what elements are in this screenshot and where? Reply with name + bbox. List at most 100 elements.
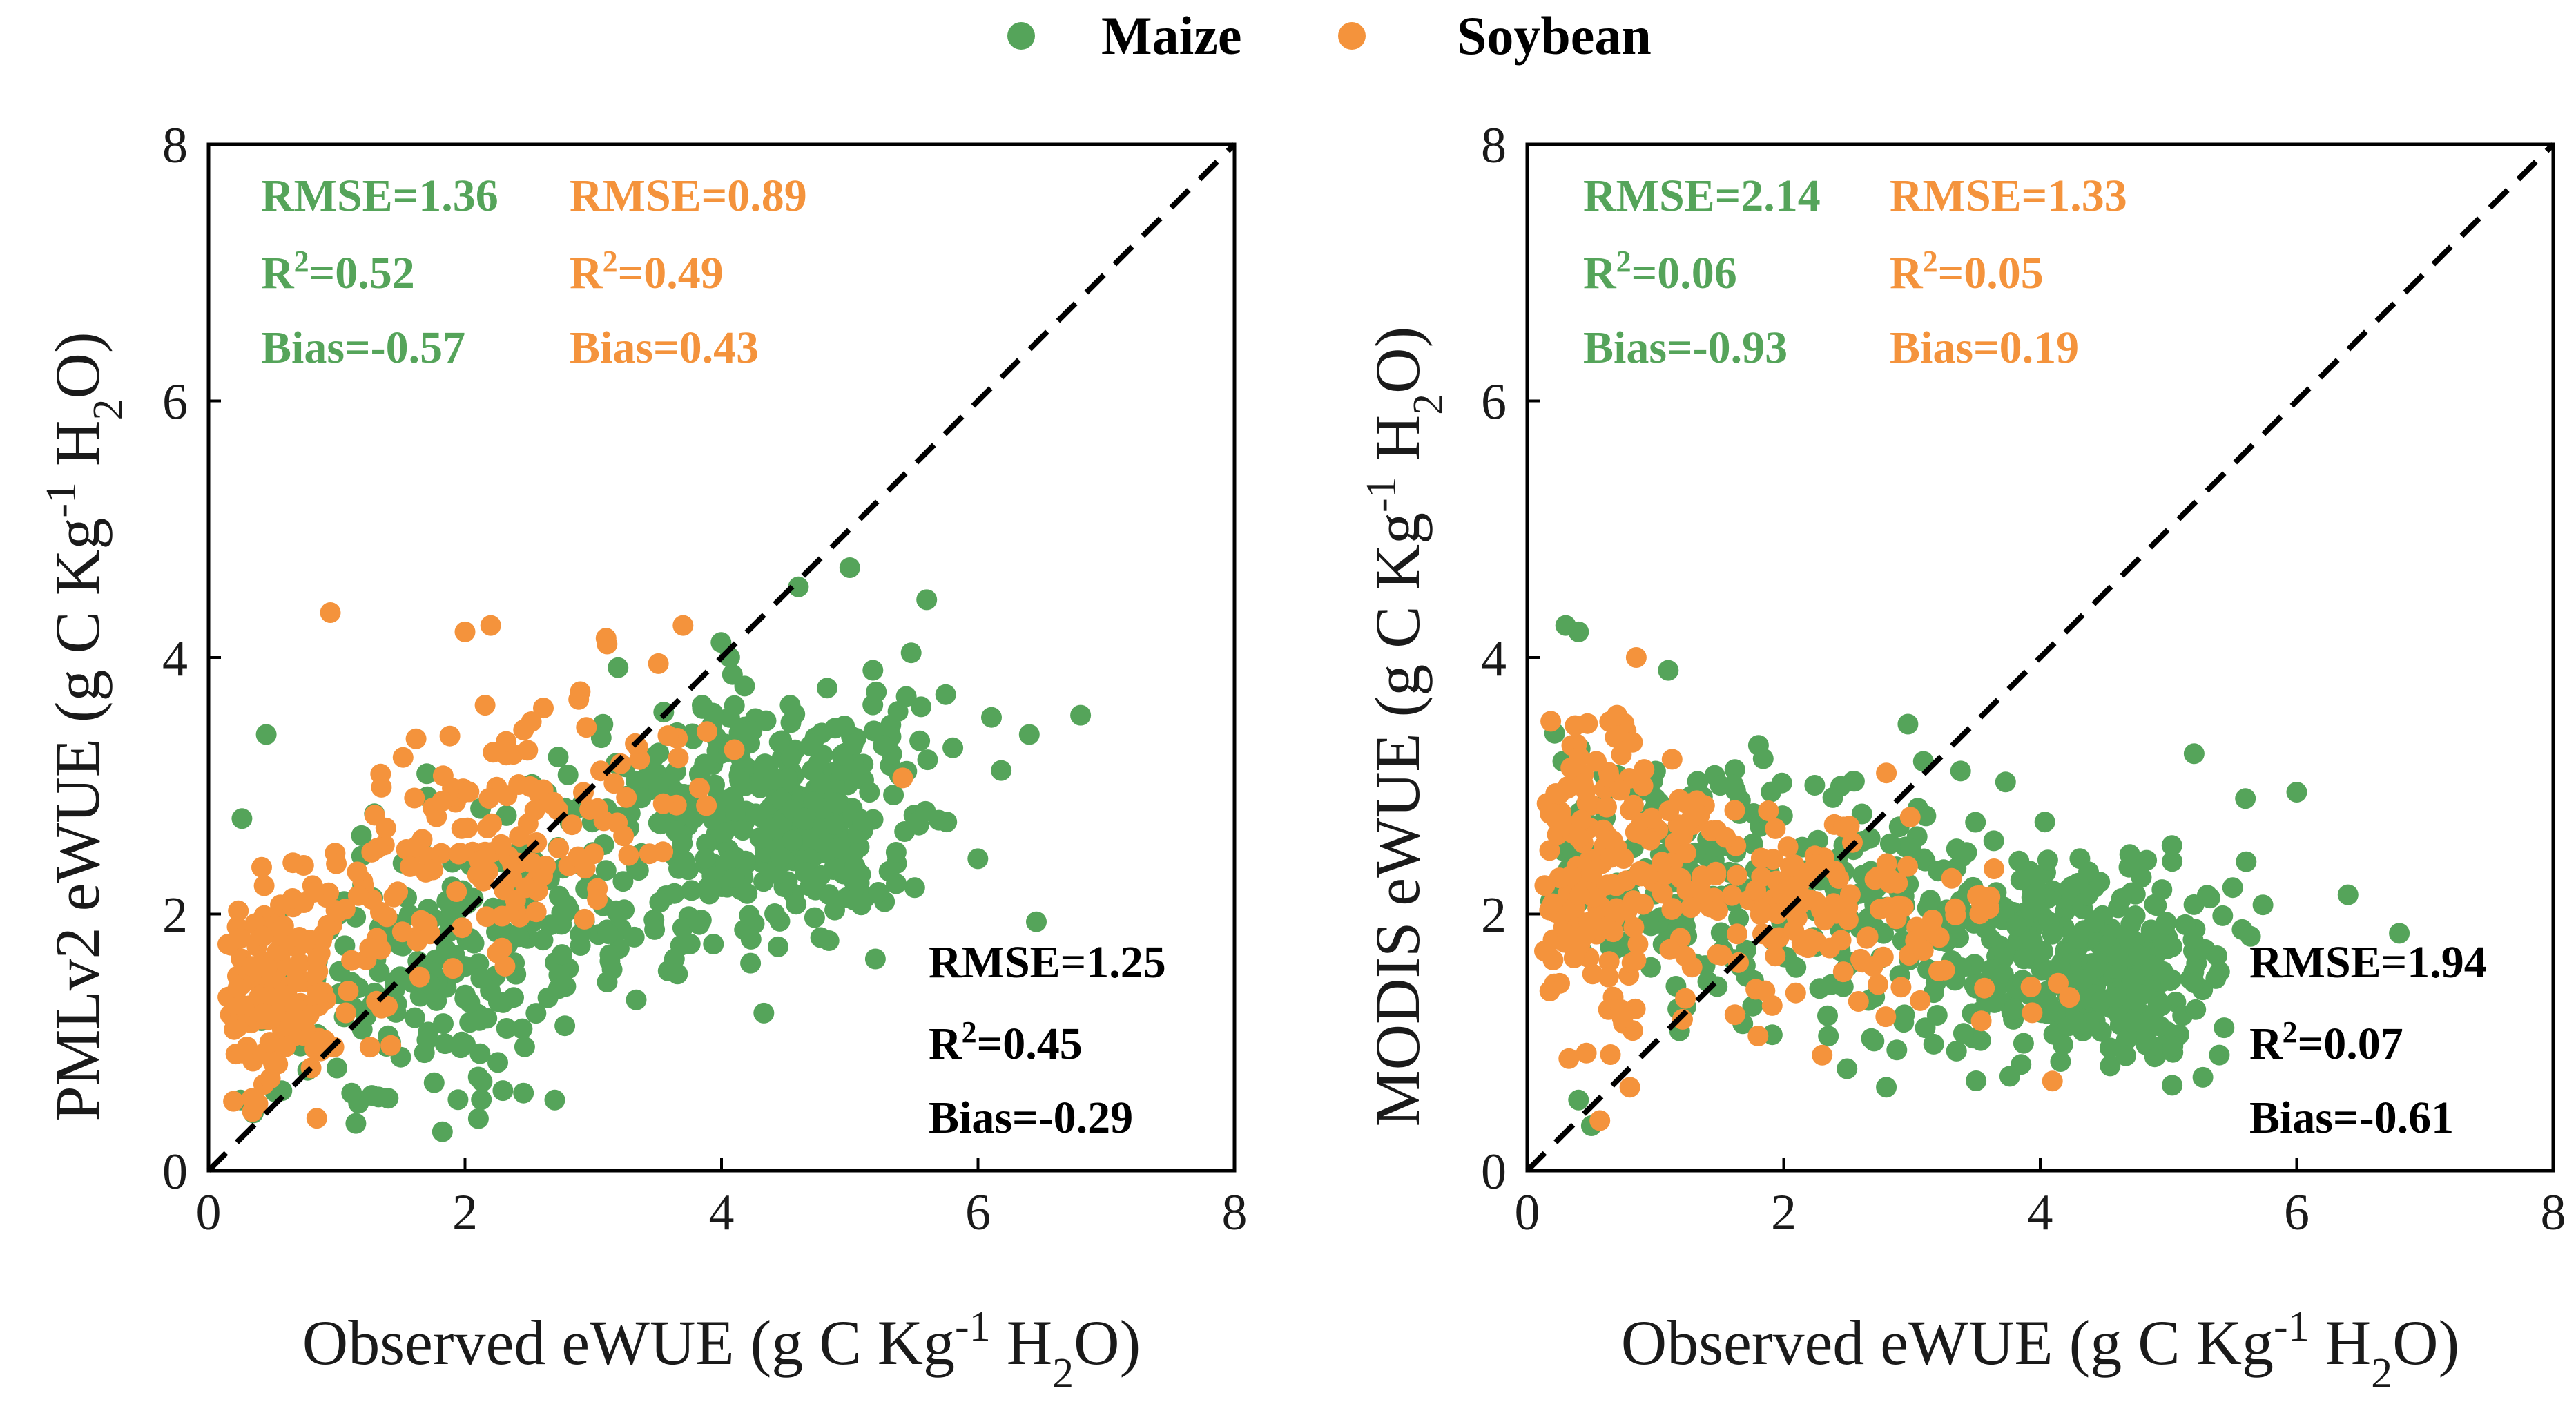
soybean-point [341, 950, 362, 971]
soybean-point [320, 602, 341, 623]
maize-point [467, 1108, 489, 1129]
maize-point [826, 793, 848, 814]
maize-point [852, 810, 873, 832]
soybean-point [548, 838, 570, 859]
soybean-point [1586, 751, 1607, 772]
soybean-point [1661, 899, 1683, 920]
soybean-point [1569, 885, 1590, 906]
maize-point [2010, 870, 2031, 891]
maize-point [1742, 995, 1763, 1017]
soybean-point [2022, 1002, 2043, 1024]
maize-point [672, 917, 693, 939]
maize-point [513, 1082, 534, 1104]
soybean-point [400, 856, 420, 877]
right-maize-stats: RMSE=2.14 R2=0.06 Bias=-0.93 [1583, 171, 1821, 373]
maize-point [843, 890, 864, 910]
maize-point [2059, 878, 2080, 899]
soybean-point [1558, 1048, 1580, 1069]
soybean-point [490, 834, 512, 855]
soybean-point [1897, 856, 1918, 877]
maize-point [742, 720, 763, 742]
soybean-point [1875, 1006, 1897, 1028]
soybean-point [1758, 800, 1779, 821]
maize-point [967, 848, 989, 870]
maize-point [1993, 947, 2015, 968]
maize-point [2214, 1017, 2235, 1039]
x-tick-label: 0 [1515, 1184, 1540, 1241]
soybean-point [259, 1032, 280, 1053]
soybean-point [1596, 796, 1617, 818]
soybean-point [1675, 988, 1696, 1009]
soybean-point [1539, 981, 1560, 1001]
soybean-point [697, 721, 717, 742]
right-soybean-stats: RMSE=1.33 R2=0.05 Bias=0.19 [1890, 171, 2127, 373]
y-tick-label: 8 [1481, 117, 1507, 174]
maize-point [762, 862, 783, 883]
maize-point [2162, 1075, 2183, 1096]
maize-point [788, 576, 809, 597]
maize-point [1026, 911, 1047, 932]
soybean-point [432, 791, 453, 812]
maize-point [1879, 833, 1901, 854]
maize-point [674, 850, 695, 872]
soybean-point [1832, 961, 1854, 983]
soybean-point [473, 870, 494, 892]
soybean-point [1549, 867, 1570, 889]
soybean-point [1659, 939, 1681, 960]
maize-point [942, 737, 964, 758]
maize-point [1983, 830, 2004, 852]
x-tick-label: 8 [1222, 1184, 1248, 1241]
maize-point [915, 800, 936, 822]
soybean-point [1675, 843, 1696, 864]
maize-point [2252, 894, 2274, 916]
maize-point [2006, 915, 2027, 937]
maize-point [1946, 838, 1967, 860]
right-maize-rmse: RMSE=2.14 [1583, 171, 1821, 221]
maize-point [733, 820, 753, 841]
maize-point [844, 855, 866, 876]
soybean-point [648, 653, 669, 674]
soybean-point [1928, 961, 1949, 981]
maize-point [770, 847, 791, 868]
maize-point [525, 1003, 547, 1024]
soybean-point [282, 852, 304, 874]
soybean-point [432, 765, 454, 787]
soybean-point [2048, 972, 2069, 994]
maize-point [843, 870, 864, 892]
x-tick-label: 0 [196, 1184, 222, 1241]
x-tick-label: 8 [2541, 1184, 2566, 1241]
legend-soybean-marker [1338, 22, 1366, 50]
soybean-point [359, 937, 380, 959]
maize-point [911, 696, 931, 718]
left-soybean-bias: Bias=0.43 [570, 323, 759, 373]
soybean-point [724, 739, 745, 760]
maize-point [1710, 922, 1732, 943]
soybean-point [487, 942, 508, 963]
soybean-point [1576, 1042, 1597, 1064]
soybean-point [1868, 974, 1888, 995]
maize-point [2153, 932, 2175, 954]
maize-point [751, 827, 773, 849]
maize-point [768, 731, 790, 753]
maize-point [866, 681, 887, 702]
maize-point [700, 878, 722, 899]
maize-point [722, 787, 743, 808]
right-one-to-one-line [1525, 142, 2555, 1173]
soybean-point [587, 798, 608, 819]
maize-point [2118, 856, 2140, 878]
soybean-point [543, 791, 564, 813]
maize-point [450, 1037, 472, 1059]
maize-point [831, 745, 853, 766]
soybean-point [1856, 928, 1877, 949]
soybean-point [1681, 897, 1701, 919]
maize-point [1897, 713, 1919, 735]
soybean-point [652, 841, 674, 863]
maize-point [695, 848, 716, 869]
maize-point [1984, 992, 2005, 1013]
maize-point [740, 952, 762, 974]
maize-point [900, 642, 922, 664]
soybean-point [1839, 816, 1860, 837]
maize-point [554, 1015, 576, 1037]
soybean-point [1765, 945, 1786, 967]
